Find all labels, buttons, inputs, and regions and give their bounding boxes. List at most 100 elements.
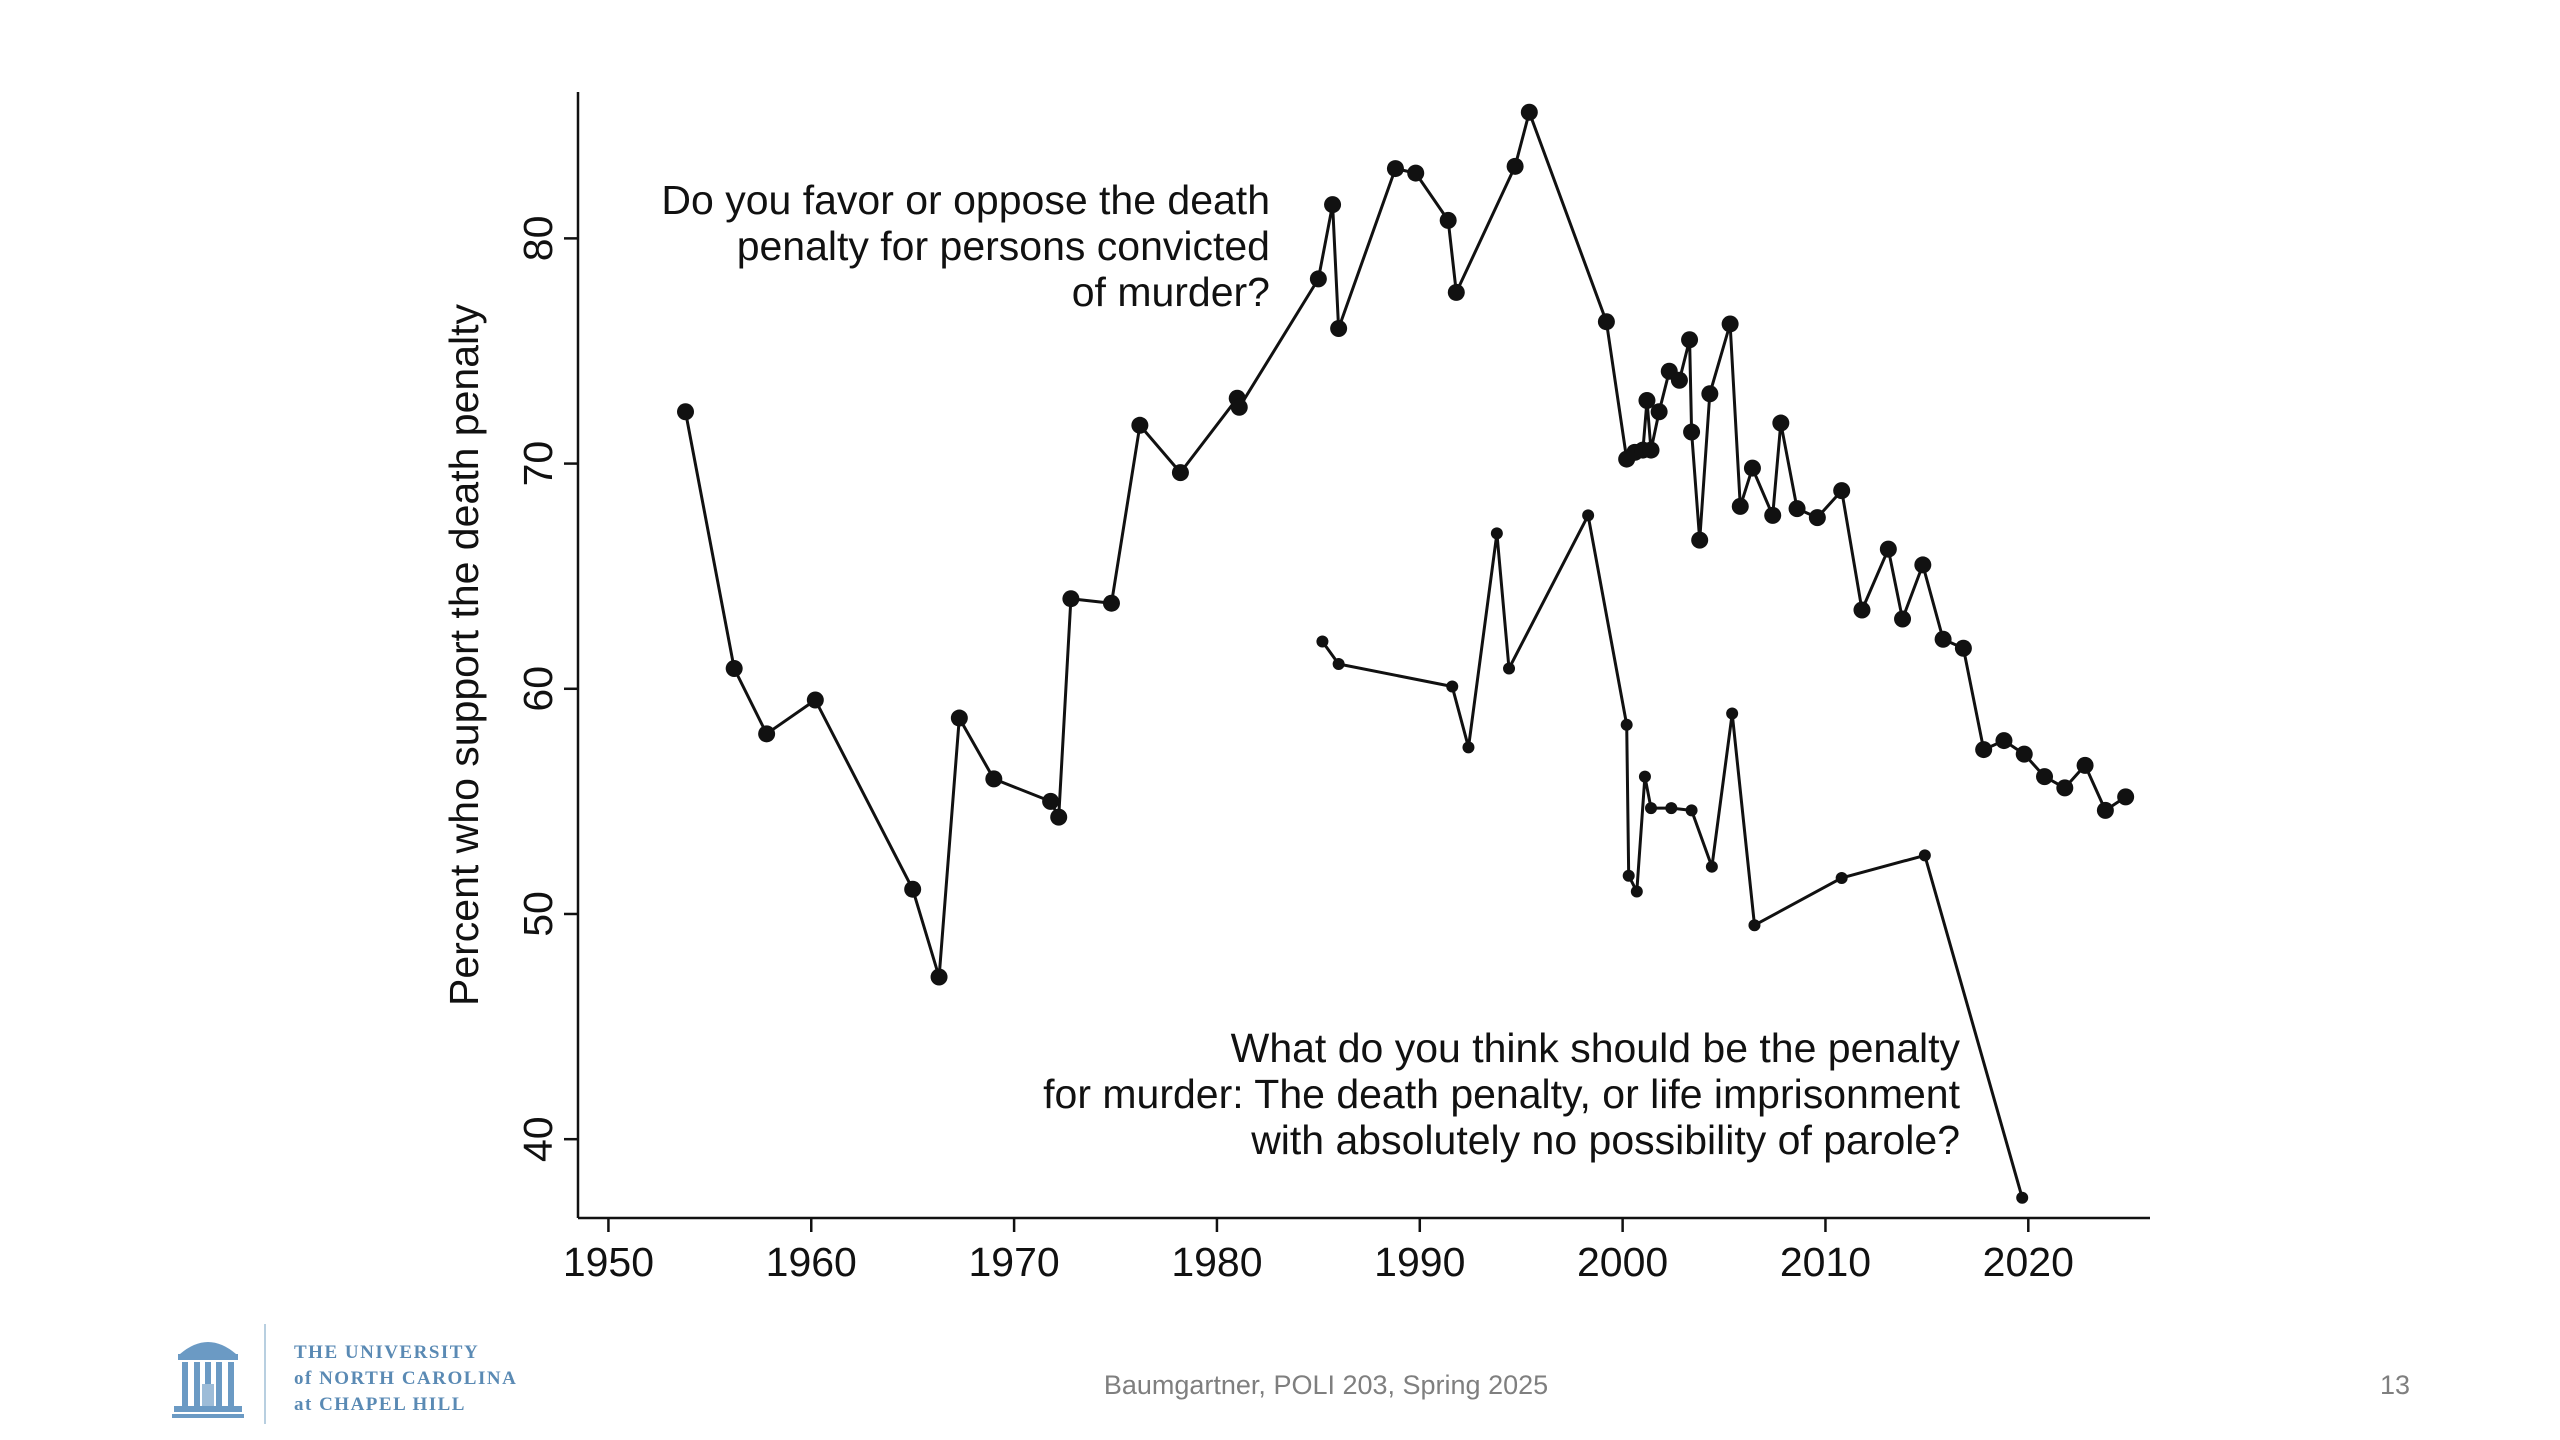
- data-point: [1171, 464, 1189, 482]
- data-point: [1230, 398, 1248, 416]
- data-point: [806, 691, 824, 709]
- logo-line-1: THE UNIVERSITY: [294, 1342, 480, 1363]
- series-2: [1316, 509, 2029, 1204]
- data-point: [1638, 770, 1651, 783]
- data-point: [1995, 732, 2013, 750]
- y-tick-label: 80: [515, 216, 561, 262]
- data-point: [1439, 211, 1457, 229]
- data-point: [2096, 801, 2114, 819]
- series-1: [677, 103, 2135, 986]
- series-line: [1321, 513, 2024, 1199]
- annotation-1-line: Do you favor or oppose the death: [661, 177, 1270, 223]
- data-point: [1462, 741, 1475, 754]
- data-point: [1447, 283, 1465, 301]
- data-point: [1490, 527, 1503, 540]
- data-point: [1701, 385, 1719, 403]
- data-point: [1642, 441, 1660, 459]
- x-tick-label: 2020: [1983, 1239, 2074, 1285]
- data-point: [930, 968, 948, 986]
- data-point: [1597, 313, 1615, 331]
- data-point: [1645, 802, 1658, 815]
- chart-series-layer: [677, 103, 2135, 1204]
- chart-annotations: Do you favor or oppose the deathpenalty …: [661, 177, 1960, 1163]
- x-tick-label: 2010: [1780, 1239, 1871, 1285]
- data-point: [1833, 482, 1851, 500]
- data-point: [1582, 509, 1595, 522]
- x-tick-label: 2000: [1577, 1239, 1668, 1285]
- data-point: [1975, 741, 1993, 759]
- x-tick-label: 1980: [1171, 1239, 1262, 1285]
- data-point: [1407, 164, 1425, 182]
- data-point: [1316, 635, 1329, 648]
- logo-divider: [264, 1324, 266, 1424]
- old-well-icon: [172, 1342, 244, 1418]
- data-point: [1914, 556, 1932, 574]
- data-point: [2036, 768, 2054, 786]
- data-point: [1721, 315, 1739, 333]
- data-point: [1772, 414, 1790, 432]
- data-point: [1731, 497, 1749, 515]
- data-point: [1894, 610, 1912, 628]
- data-point: [1332, 658, 1345, 671]
- annotation-1-line: penalty for persons convicted: [737, 223, 1270, 269]
- data-point: [2056, 779, 2074, 797]
- data-point: [1879, 540, 1897, 558]
- y-axis-label: Percent who support the death penalty: [441, 303, 487, 1006]
- data-point: [1042, 792, 1060, 810]
- slide-number: 13: [2379, 1370, 2410, 1400]
- data-point: [1743, 459, 1761, 477]
- data-point: [1685, 804, 1698, 817]
- data-point: [1934, 630, 1952, 648]
- data-point: [1102, 594, 1120, 612]
- y-tick-label: 50: [515, 891, 561, 937]
- data-point: [1309, 270, 1327, 288]
- data-point: [1681, 331, 1699, 349]
- data-point: [985, 770, 1003, 788]
- data-point: [1726, 707, 1739, 720]
- data-point: [1691, 531, 1709, 549]
- footer-citation: Baumgartner, POLI 203, Spring 2025: [1103, 1370, 1549, 1400]
- data-point: [1835, 871, 1848, 884]
- data-point: [1650, 403, 1668, 421]
- data-point: [1622, 869, 1635, 882]
- x-tick-label: 1960: [766, 1239, 857, 1285]
- data-point: [1062, 590, 1080, 608]
- data-point: [677, 403, 695, 421]
- data-point: [1446, 680, 1459, 693]
- data-point: [904, 880, 922, 898]
- data-point: [1638, 392, 1656, 410]
- data-point: [1748, 919, 1761, 932]
- data-point: [1386, 160, 1404, 178]
- data-point: [1520, 103, 1538, 121]
- data-point: [1503, 662, 1516, 675]
- data-point: [2016, 1191, 2029, 1204]
- logo-line-3: at CHAPEL HILL: [294, 1394, 466, 1415]
- data-point: [2076, 756, 2094, 774]
- data-point: [1808, 509, 1826, 527]
- chart-axes: 1950 1960 1970 1980 1990 2000 2010 2020 40 50 60 70…: [441, 92, 2150, 1285]
- y-tick-label: 40: [515, 1116, 561, 1162]
- university-logo: THE UNIVERSITY of NORTH CAROLINA at CHAP…: [172, 1324, 552, 1428]
- data-point: [950, 709, 968, 727]
- data-point: [1050, 808, 1068, 826]
- data-point: [2117, 788, 2135, 806]
- data-point: [1683, 423, 1701, 441]
- data-point: [1853, 601, 1871, 619]
- data-point: [1954, 639, 1972, 657]
- data-point: [1324, 196, 1342, 214]
- annotation-2-line: for murder: The death penalty, or life i…: [1043, 1071, 1960, 1117]
- data-point: [1630, 885, 1643, 898]
- data-point: [1131, 416, 1149, 434]
- data-point: [2015, 745, 2033, 763]
- series-line: [684, 110, 2127, 979]
- logo-line-2: of NORTH CAROLINA: [294, 1368, 518, 1389]
- data-point: [1705, 860, 1718, 873]
- data-point: [1506, 157, 1524, 175]
- data-point: [1670, 371, 1688, 389]
- data-point: [1788, 500, 1806, 518]
- data-point: [1764, 506, 1782, 524]
- annotation-2-line: with absolutely no possibility of parole…: [1250, 1117, 1960, 1163]
- y-tick-label: 70: [515, 441, 561, 487]
- data-point: [725, 660, 743, 678]
